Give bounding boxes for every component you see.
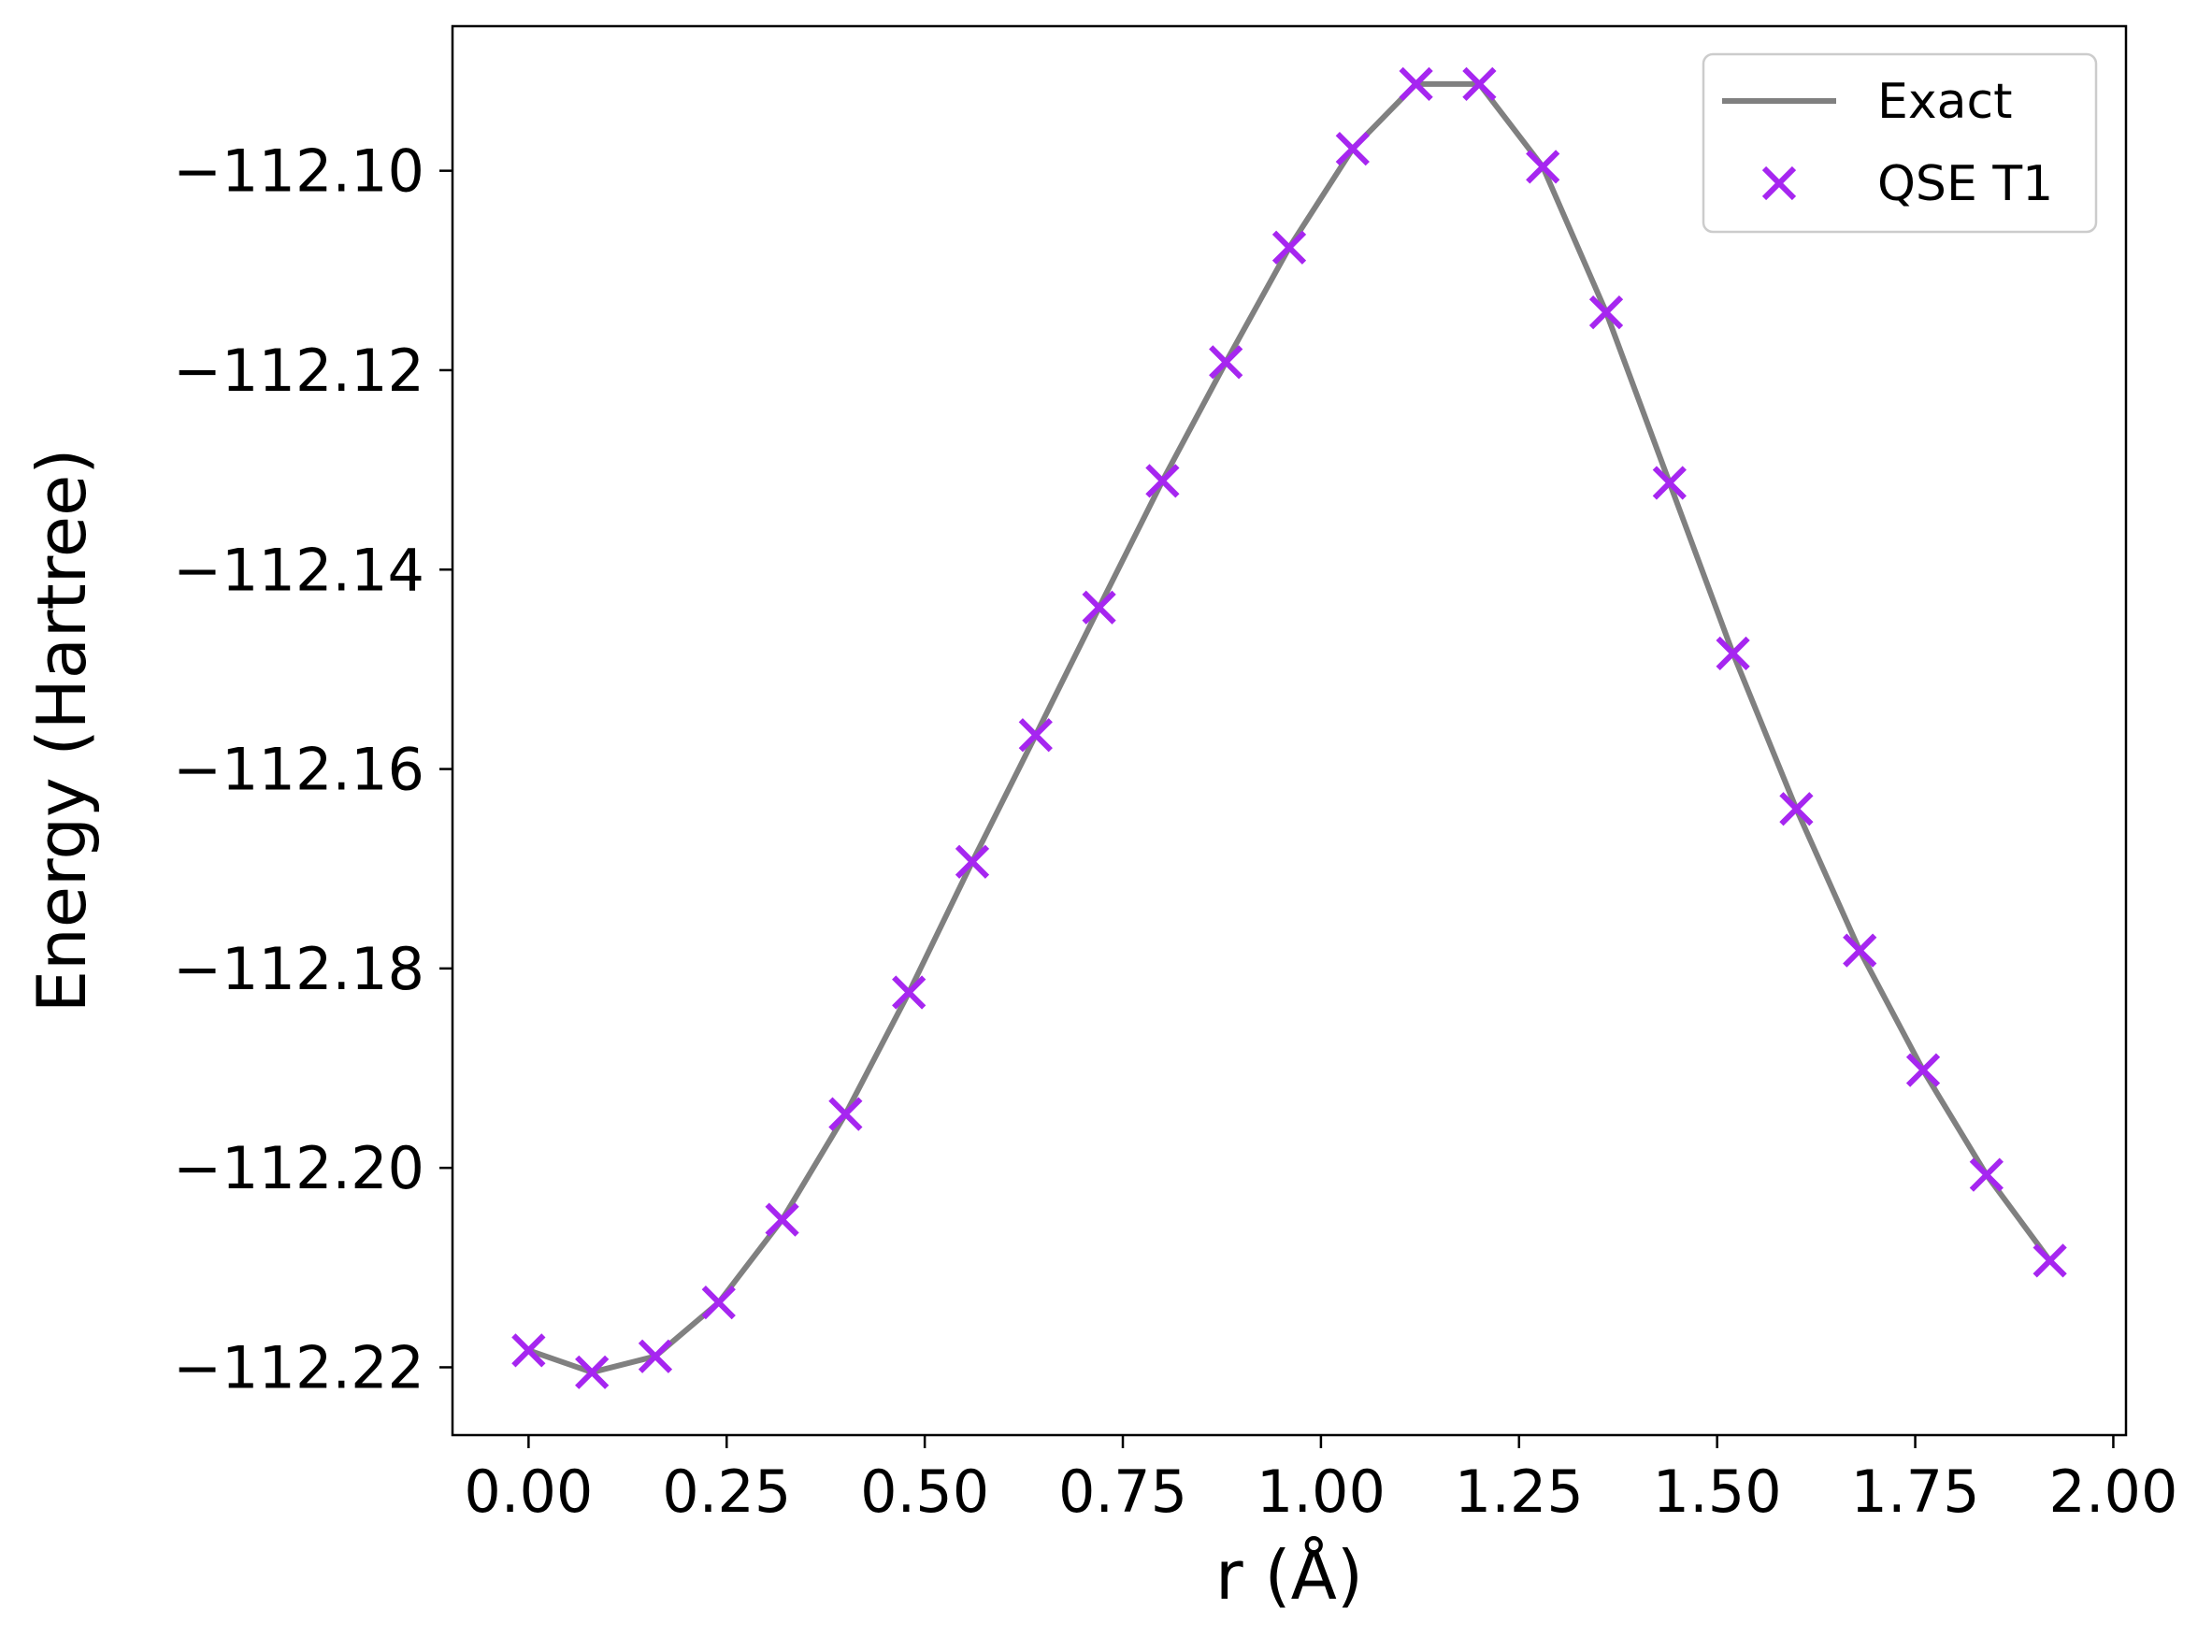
- data-point-qse-t1: [575, 1355, 610, 1389]
- data-point-qse-t1: [1716, 636, 1750, 670]
- y-tick-label: −112.10: [173, 137, 424, 206]
- x-axis-title: r (Å): [1215, 1536, 1363, 1615]
- data-point-qse-t1: [2032, 1243, 2067, 1278]
- y-tick-label: −112.22: [173, 1333, 424, 1401]
- data-point-qse-t1: [1969, 1157, 2004, 1192]
- x-tick-label: 0.00: [464, 1458, 593, 1526]
- data-point-qse-t1: [1588, 294, 1624, 330]
- x-tick-label: 2.00: [2048, 1458, 2177, 1526]
- data-point-qse-t1: [1018, 718, 1053, 753]
- data-point-qse-t1: [1843, 933, 1877, 968]
- data-point-qse-t1: [1082, 590, 1116, 625]
- data-point-qse-t1: [1652, 466, 1687, 500]
- data-point-qse-t1: [1779, 792, 1814, 826]
- legend-x-marker-icon: [1761, 165, 1797, 201]
- x-tick-label: 0.25: [662, 1458, 791, 1526]
- plot-frame: [451, 24, 2128, 1437]
- y-axis: −112.10 −112.12 −112.14 −112.16 −112.18 −112.…: [173, 137, 452, 1401]
- data-point-qse-t1: [828, 1097, 863, 1131]
- data-point-qse-t1: [1462, 66, 1497, 101]
- series-line-exact: [527, 80, 2053, 1375]
- data-point-qse-t1: [1905, 1053, 1941, 1087]
- series-layer: [511, 66, 2067, 1389]
- data-point-qse-t1: [638, 1339, 673, 1373]
- x-tick-label: 1.75: [1851, 1458, 1980, 1526]
- data-point-qse-t1: [955, 844, 990, 879]
- x-tick-label: 1.00: [1257, 1458, 1386, 1526]
- x-axis: 0.00 0.25 0.50 0.75 1.00 1.25 1.50 1.75 2.00: [464, 1435, 2177, 1526]
- x-tick-label: 0.75: [1058, 1458, 1187, 1526]
- y-axis-title: Energy (Hartree): [22, 449, 101, 1013]
- data-point-qse-t1: [892, 975, 926, 1010]
- x-tick-label: 1.50: [1653, 1458, 1782, 1526]
- x-tick-label: 0.50: [860, 1458, 989, 1526]
- data-point-qse-t1: [511, 1333, 546, 1368]
- legend-label: Exact: [1877, 74, 2012, 130]
- data-point-qse-t1: [1145, 464, 1180, 498]
- data-point-qse-t1: [1399, 66, 1433, 101]
- legend-label: QSE T1: [1877, 156, 2053, 212]
- data-point-qse-t1: [765, 1202, 799, 1237]
- y-tick-label: −112.18: [173, 935, 424, 1003]
- data-point-qse-t1: [1335, 132, 1370, 166]
- data-point-qse-t1: [701, 1286, 736, 1320]
- y-tick-label: −112.12: [173, 337, 424, 405]
- y-tick-label: −112.14: [173, 536, 424, 604]
- data-point-qse-t1: [1271, 230, 1307, 265]
- y-tick-label: −112.20: [173, 1134, 424, 1202]
- data-point-qse-t1: [1209, 345, 1243, 380]
- x-tick-label: 1.25: [1455, 1458, 1584, 1526]
- y-tick-label: −112.16: [173, 736, 424, 804]
- legend: Exact QSE T1: [1702, 52, 2098, 234]
- data-point-qse-t1: [1526, 150, 1560, 184]
